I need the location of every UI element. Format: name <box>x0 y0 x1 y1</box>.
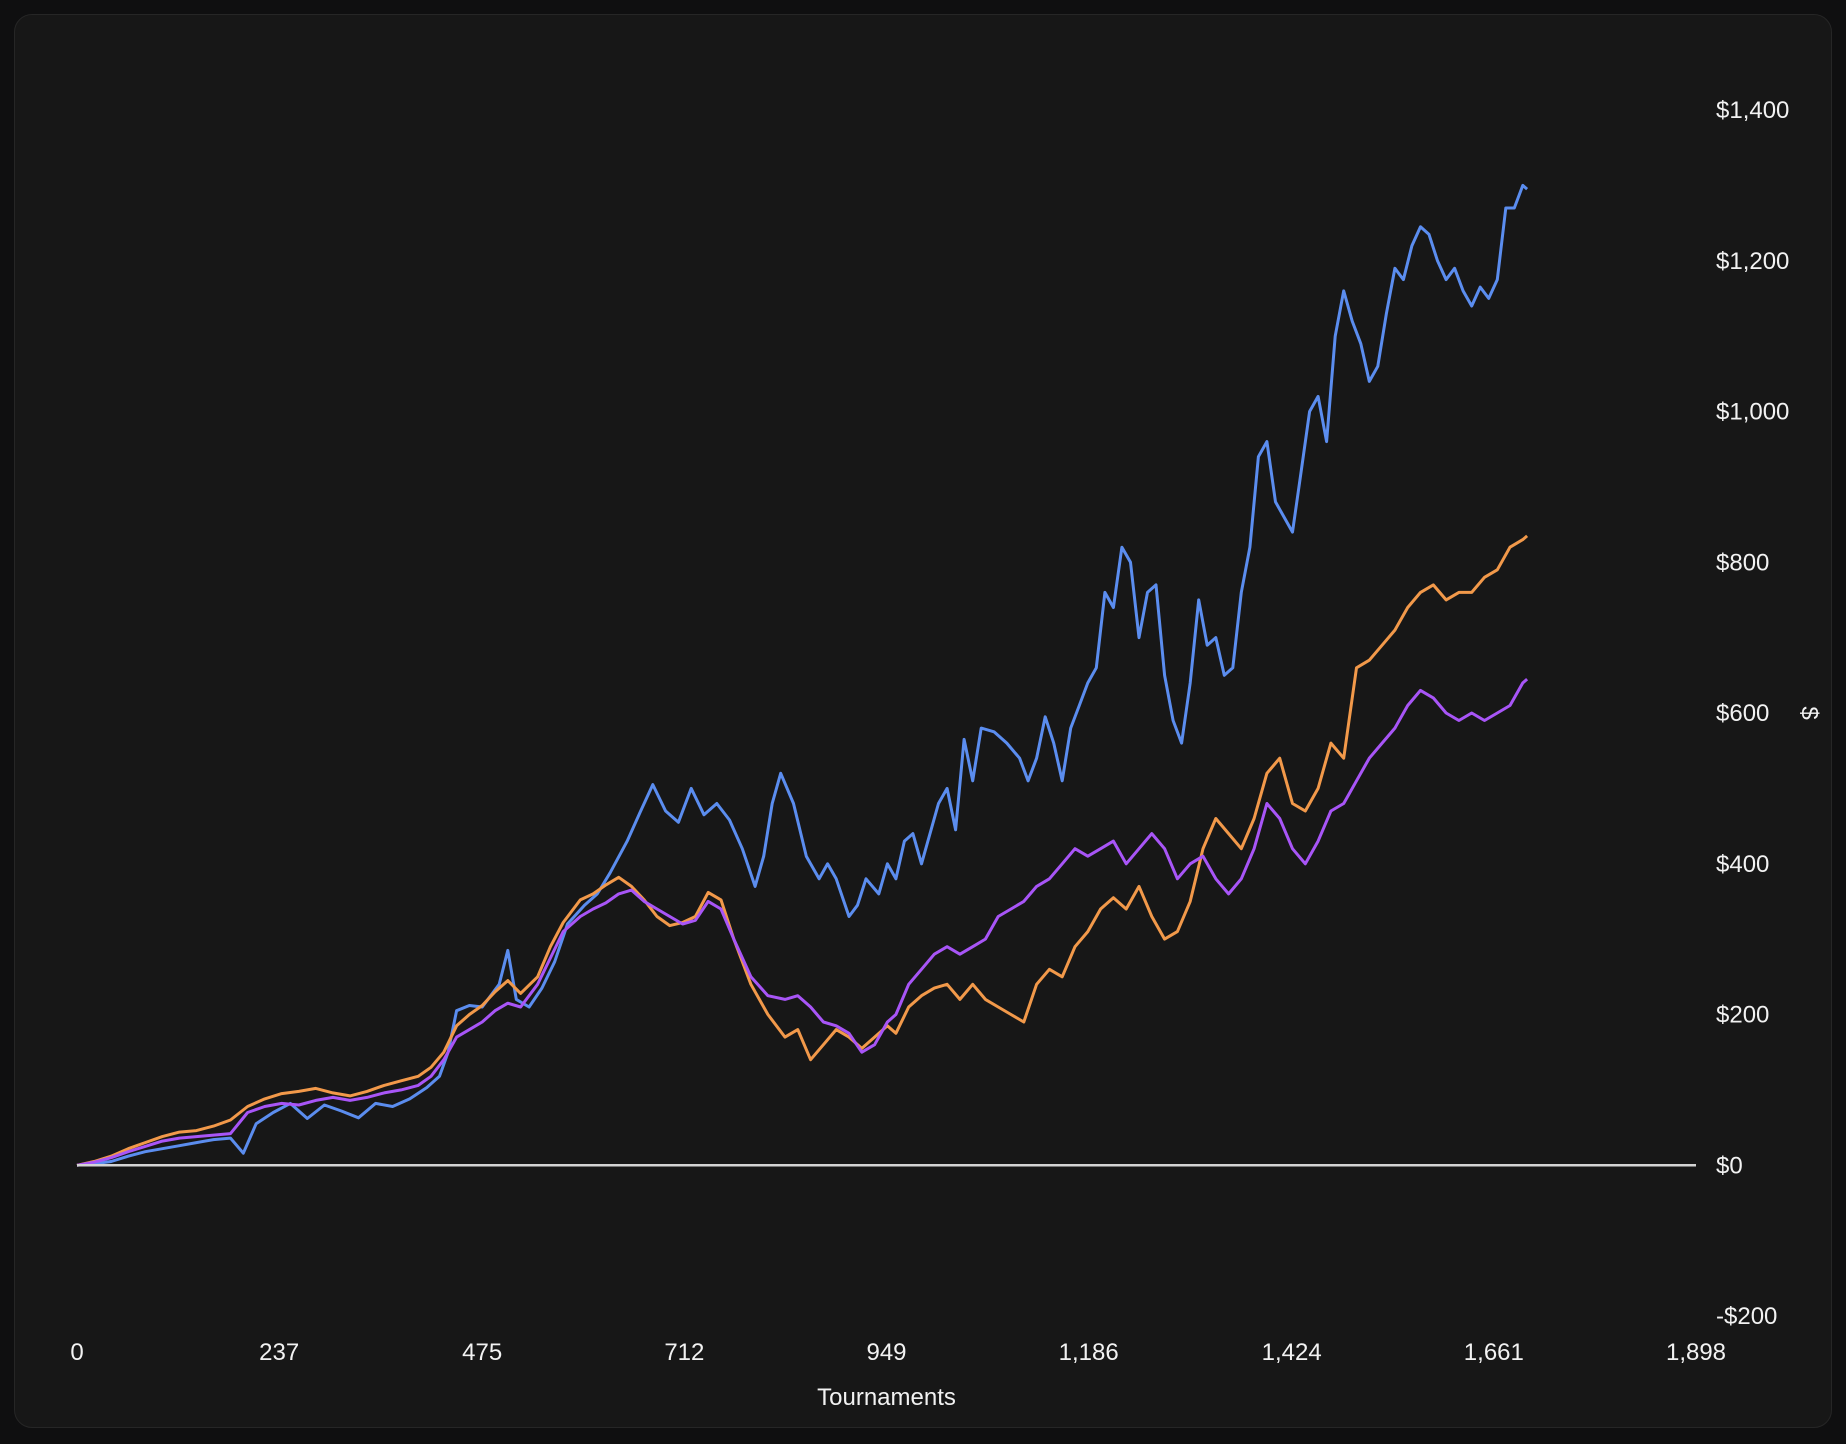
x-axis-ticks: 0 237 475 712 949 1,186 1,424 1,661 1,898 <box>70 1339 1726 1366</box>
y-tick-label: -$200 <box>1716 1303 1777 1330</box>
y-tick-label: $400 <box>1716 851 1769 878</box>
series-line-3 <box>76 677 1529 1167</box>
x-tick-label: 237 <box>259 1339 299 1366</box>
y-axis-title: $ <box>1796 706 1823 719</box>
y-tick-label: $1,200 <box>1716 248 1789 275</box>
series-line-2 <box>76 534 1529 1167</box>
x-tick-label: 0 <box>70 1339 83 1366</box>
y-tick-label: $1,000 <box>1716 399 1789 426</box>
x-tick-label: 712 <box>664 1339 704 1366</box>
y-axis-ticks: -$200 $0 $200 $400 $600 $800 $1,000 $1,200 $1,40… <box>1716 97 1789 1330</box>
x-tick-label: 1,898 <box>1666 1339 1726 1366</box>
y-tick-label: $1,400 <box>1716 97 1789 124</box>
x-tick-label: 1,424 <box>1262 1339 1322 1366</box>
x-tick-label: 475 <box>462 1339 502 1366</box>
chart-card <box>14 14 1832 1428</box>
x-axis-title: Tournaments <box>817 1384 956 1411</box>
y-tick-label: $200 <box>1716 1002 1769 1029</box>
x-tick-label: 1,661 <box>1464 1339 1524 1366</box>
series-lines <box>76 183 1529 1167</box>
y-tick-label: $600 <box>1716 700 1769 727</box>
x-tick-label: 1,186 <box>1059 1339 1119 1366</box>
x-tick-label: 949 <box>866 1339 906 1366</box>
y-tick-label: $0 <box>1716 1152 1743 1179</box>
y-tick-label: $800 <box>1716 549 1769 576</box>
series-line-1 <box>76 183 1529 1167</box>
